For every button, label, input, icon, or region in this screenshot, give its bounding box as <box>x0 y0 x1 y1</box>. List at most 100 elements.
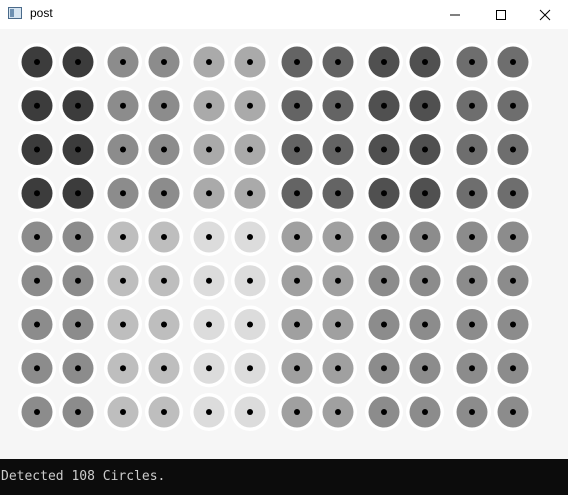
circle-center-dot <box>335 321 341 328</box>
circle-center-dot <box>206 234 212 240</box>
detected-circle <box>190 305 228 344</box>
circle-center-dot <box>75 277 81 284</box>
circle-center-dot <box>75 59 81 65</box>
circle-center-dot <box>510 409 516 415</box>
circle-center-dot <box>206 409 212 415</box>
minimize-button[interactable] <box>432 0 478 29</box>
detected-circle <box>453 393 491 431</box>
window-titlebar: post <box>0 0 568 29</box>
circle-center-dot <box>120 190 126 197</box>
detected-circle <box>18 349 56 388</box>
detected-circle <box>278 130 316 169</box>
circle-center-dot <box>75 409 81 415</box>
circle-center-dot <box>75 321 81 328</box>
detection-status-text: Detected 108 Circles. <box>1 469 166 484</box>
circle-center-dot <box>510 234 516 240</box>
circle-center-dot <box>34 234 40 240</box>
circle-center-dot <box>381 234 387 240</box>
circle-center-dot <box>422 59 428 65</box>
circle-center-dot <box>120 409 126 415</box>
circle-center-dot <box>381 190 387 197</box>
circle-center-dot <box>161 277 167 284</box>
detected-circle <box>104 130 142 169</box>
detected-circle <box>145 43 183 81</box>
circle-center-dot <box>34 321 40 328</box>
circle-center-dot <box>469 365 475 372</box>
detected-circle <box>319 174 357 213</box>
detected-circle <box>190 174 228 213</box>
detected-circle <box>18 305 56 344</box>
circle-center-dot <box>294 321 300 328</box>
detected-circle <box>190 393 228 431</box>
circle-center-dot <box>294 409 300 415</box>
circle-center-dot <box>335 409 341 415</box>
detected-circle <box>406 43 444 81</box>
circle-center-dot <box>422 277 428 284</box>
detected-circle <box>494 86 532 125</box>
close-button[interactable] <box>522 0 568 29</box>
detected-circle <box>59 86 97 125</box>
circle-center-dot <box>161 409 167 415</box>
circle-center-dot <box>294 102 300 109</box>
circle-center-dot <box>206 365 212 372</box>
circle-center-dot <box>335 146 341 153</box>
detected-circle <box>494 393 532 431</box>
detected-circle <box>319 305 357 344</box>
detected-circle <box>18 393 56 431</box>
detected-circle <box>145 349 183 388</box>
circle-center-dot <box>206 59 212 65</box>
detected-circle <box>453 86 491 125</box>
detected-circle <box>494 349 532 388</box>
detected-circle <box>494 305 532 344</box>
detected-circle <box>59 218 97 256</box>
detected-circle <box>231 86 269 125</box>
circle-center-dot <box>294 190 300 197</box>
circle-center-dot <box>75 365 81 372</box>
detected-circle <box>278 43 316 81</box>
detected-circle <box>231 43 269 81</box>
detected-circle <box>453 261 491 300</box>
detected-circle <box>365 305 403 344</box>
maximize-button[interactable] <box>478 0 524 29</box>
detected-circle <box>104 218 142 256</box>
detected-circle <box>406 261 444 300</box>
circle-center-dot <box>381 102 387 109</box>
app-window-icon <box>8 7 22 19</box>
circle-center-dot <box>381 365 387 372</box>
circle-center-dot <box>294 365 300 372</box>
circle-center-dot <box>247 59 253 65</box>
detected-circle <box>231 261 269 300</box>
circle-center-dot <box>120 234 126 240</box>
circle-center-dot <box>335 365 341 372</box>
circle-center-dot <box>381 321 387 328</box>
circle-center-dot <box>75 102 81 109</box>
circle-center-dot <box>161 365 167 372</box>
circle-center-dot <box>469 59 475 65</box>
detected-circle <box>59 174 97 213</box>
circle-center-dot <box>34 190 40 197</box>
detected-circles-image <box>18 43 532 431</box>
detected-circle <box>319 393 357 431</box>
circle-center-dot <box>120 365 126 372</box>
detected-circle <box>104 393 142 431</box>
detected-circle <box>145 86 183 125</box>
circle-center-dot <box>75 146 81 153</box>
circle-center-dot <box>161 59 167 65</box>
detected-circle <box>406 130 444 169</box>
circle-center-dot <box>294 59 300 65</box>
console-output: Detected 108 Circles. <box>0 459 568 495</box>
detected-circle <box>406 86 444 125</box>
detected-circle <box>319 218 357 256</box>
circle-center-dot <box>381 277 387 284</box>
detected-circle <box>406 393 444 431</box>
detected-circle <box>145 218 183 256</box>
detected-circle <box>278 349 316 388</box>
detected-circle <box>59 261 97 300</box>
detected-circle <box>104 174 142 213</box>
circle-center-dot <box>34 365 40 372</box>
detected-circle <box>494 218 532 256</box>
circle-center-dot <box>161 146 167 153</box>
detected-circle <box>190 349 228 388</box>
maximize-icon <box>496 10 506 20</box>
detected-circle <box>190 261 228 300</box>
